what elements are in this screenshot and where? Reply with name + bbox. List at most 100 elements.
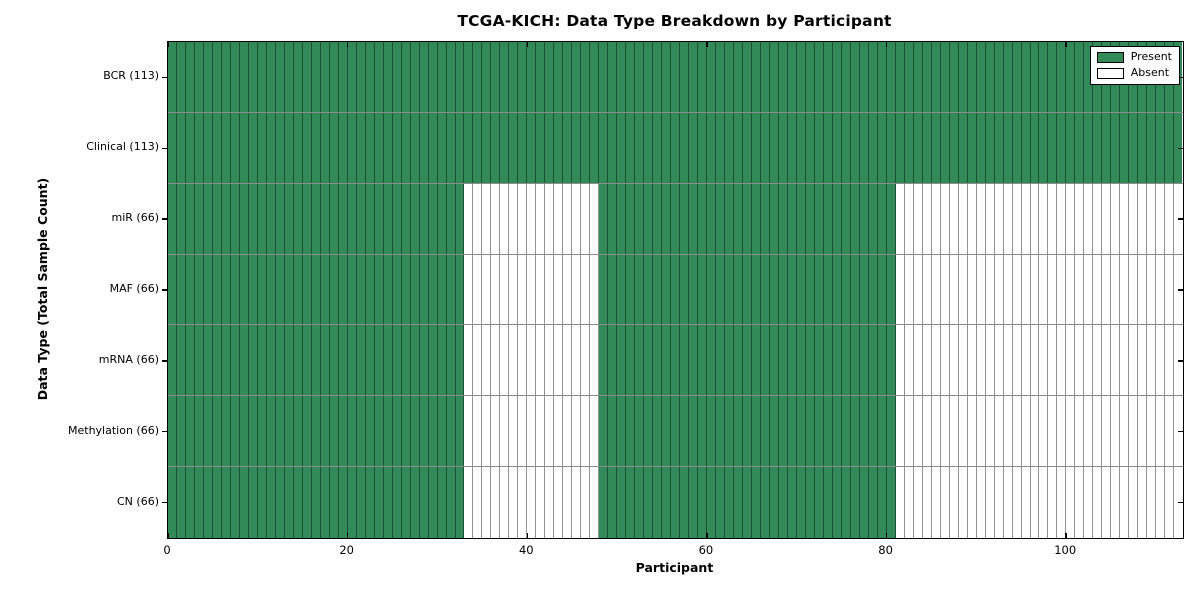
grid-cell [680, 42, 690, 112]
grid-cell [302, 396, 312, 467]
grid-cell [832, 42, 842, 112]
grid-cell [841, 183, 851, 254]
grid-cell [769, 112, 779, 183]
grid-cell [805, 183, 815, 254]
grid-cell [635, 467, 645, 538]
grid-cell [365, 254, 375, 325]
grid-cell [1165, 467, 1175, 538]
grid-cell [868, 42, 878, 112]
grid-cell [841, 42, 851, 112]
grid-cell [707, 183, 717, 254]
grid-cell [671, 42, 681, 112]
grid-row-mRNA [168, 325, 1183, 397]
grid-cell [275, 254, 285, 325]
grid-cell [356, 396, 366, 467]
grid-cell [1057, 396, 1067, 467]
grid-cell [284, 325, 294, 396]
grid-cell [527, 112, 537, 183]
grid-cell [518, 183, 528, 254]
grid-cell [796, 325, 806, 396]
grid-cell [1111, 467, 1121, 538]
grid-cell [383, 467, 393, 538]
grid-cell [383, 396, 393, 467]
grid-cell [734, 467, 743, 538]
grid-cell [383, 325, 393, 396]
grid-cell [239, 42, 249, 112]
grid-cell [1147, 112, 1157, 183]
grid-cell [590, 396, 600, 467]
grid-cell [482, 254, 492, 325]
grid-cell [868, 325, 878, 396]
grid-cell [680, 467, 690, 538]
grid-cell [410, 42, 420, 112]
grid-cell [1093, 325, 1103, 396]
grid-cell [1084, 112, 1094, 183]
grid-cell [787, 183, 797, 254]
grid-cell [194, 325, 204, 396]
grid-cell [653, 396, 663, 467]
grid-cell [338, 396, 348, 467]
grid-cell [266, 183, 276, 254]
grid-cell [725, 183, 735, 254]
grid-cell [437, 42, 447, 112]
grid-cell [1156, 112, 1166, 183]
grid-cell [653, 325, 663, 396]
grid-cell [1102, 396, 1112, 467]
grid-cell [374, 254, 384, 325]
grid-cell [689, 467, 699, 538]
grid-cell [491, 183, 501, 254]
grid-cell [347, 396, 357, 467]
grid-cell [1021, 467, 1031, 538]
grid-cell [419, 42, 429, 112]
grid-cell [1066, 254, 1076, 325]
grid-cell [1048, 467, 1058, 538]
grid-cell [734, 325, 743, 396]
grid-cell [877, 42, 887, 112]
grid-cell [689, 112, 699, 183]
legend-item-present: Present [1096, 51, 1172, 63]
grid-cell [194, 254, 204, 325]
grid-cell [302, 112, 312, 183]
grid-cell [626, 254, 636, 325]
grid-cell [725, 42, 735, 112]
grid-cell [922, 325, 932, 396]
grid [168, 42, 1183, 538]
grid-cell [464, 42, 474, 112]
grid-cell [536, 112, 546, 183]
grid-cell [1138, 183, 1148, 254]
grid-cell [1120, 254, 1130, 325]
grid-cell [464, 112, 474, 183]
grid-cell [518, 325, 528, 396]
grid-cell [428, 183, 438, 254]
grid-cell [904, 42, 914, 112]
grid-cell [599, 325, 609, 396]
grid-cell [383, 254, 393, 325]
grid-cell [320, 112, 330, 183]
grid-cell [392, 183, 402, 254]
grid-cell [1138, 112, 1148, 183]
grid-cell [778, 325, 788, 396]
grid-cell [221, 112, 231, 183]
grid-cell [347, 325, 357, 396]
grid-cell [599, 254, 609, 325]
grid-cell [904, 254, 914, 325]
x-tick-mark [885, 533, 888, 538]
grid-cell [743, 183, 752, 254]
grid-cell [868, 112, 878, 183]
grid-cell [230, 254, 240, 325]
grid-cell [626, 42, 636, 112]
grid-cell [967, 254, 977, 325]
grid-cell [778, 112, 788, 183]
grid-cell [239, 325, 249, 396]
grid-cell [275, 42, 285, 112]
grid-cell [760, 467, 770, 538]
grid-cell [464, 183, 474, 254]
x-tick-label: 80 [878, 543, 893, 557]
grid-cell [895, 325, 905, 396]
grid-cell [257, 183, 267, 254]
grid-cell [482, 42, 492, 112]
grid-cell [716, 254, 726, 325]
grid-cell [428, 112, 438, 183]
grid-cell [1012, 467, 1022, 538]
grid-cell [1120, 325, 1130, 396]
